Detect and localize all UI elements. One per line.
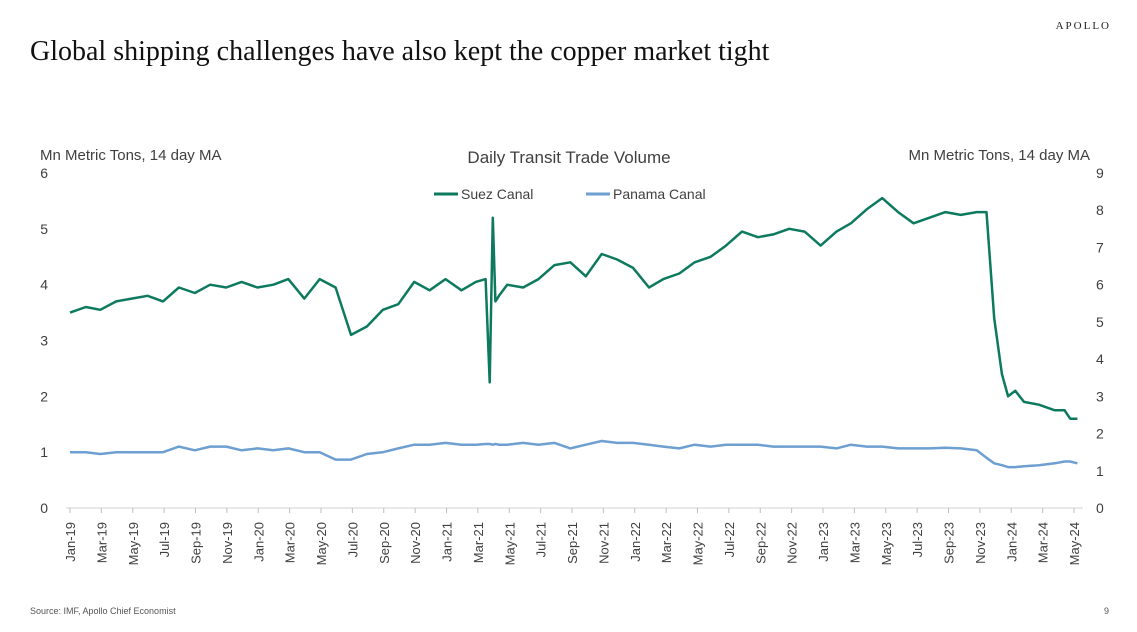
y-tick-left: 3	[40, 333, 48, 349]
series-panama-canal-line	[70, 439, 1078, 469]
legend: Suez Canal Panama Canal	[434, 186, 706, 202]
y-tick-right: 5	[1096, 314, 1104, 330]
y-axis-left-title: Mn Metric Tons, 14 day MA	[40, 147, 221, 164]
x-tick-label: Jul-20	[345, 522, 360, 557]
x-tick-label: Jan-23	[816, 522, 831, 562]
page-title: Global shipping challenges have also kep…	[30, 36, 770, 67]
x-tick-label: Jan-24	[1004, 522, 1019, 562]
x-tick-label: Mar-23	[847, 522, 862, 563]
x-tick-label: May-23	[879, 522, 894, 565]
y-tick-right: 6	[1096, 277, 1104, 293]
x-tick-label: Jul-23	[910, 522, 925, 557]
y-tick-right: 1	[1096, 463, 1104, 479]
x-tick-label: Jul-19	[157, 522, 172, 557]
x-tick-label: Jul-22	[722, 522, 737, 557]
y-tick-left: 5	[40, 221, 48, 237]
y-axis-left-ticks: 0 1 2 3 4 5 6	[40, 165, 48, 516]
y-tick-left: 1	[40, 444, 48, 460]
x-axis-ticks: Jan-19 Mar-19 May-19 Jul-19 Sep-19 Nov-19 Jan-…	[63, 508, 1082, 565]
y-tick-right: 3	[1096, 388, 1104, 404]
x-tick-label: May-20	[314, 522, 329, 565]
x-tick-label: Nov-23	[973, 522, 988, 564]
x-tick-label: Sep-22	[753, 522, 768, 564]
x-tick-label: Sep-19	[189, 522, 204, 564]
legend-label-panama: Panama Canal	[613, 186, 706, 202]
x-tick-label: Nov-19	[220, 522, 235, 564]
x-tick-label: Nov-21	[596, 522, 611, 564]
x-tick-label: Mar-24	[1036, 522, 1051, 563]
y-tick-left: 6	[40, 165, 48, 181]
x-tick-label: Mar-20	[283, 522, 298, 563]
y-axis-right-ticks: 0 1 2 3 4 5 6 7 8 9	[1096, 165, 1104, 516]
x-tick-label: Mar-19	[94, 522, 109, 563]
x-tick-label: Mar-21	[471, 522, 486, 563]
x-tick-label: Jan-20	[251, 522, 266, 562]
x-tick-label: Jan-19	[63, 522, 78, 562]
brand-logo: APOLLO	[1055, 20, 1111, 32]
x-tick-label: Nov-22	[785, 522, 800, 564]
y-axis-right-title: Mn Metric Tons, 14 day MA	[909, 147, 1090, 164]
y-tick-right: 8	[1096, 202, 1104, 218]
y-tick-left: 2	[40, 388, 48, 404]
y-tick-right: 4	[1096, 351, 1104, 367]
x-tick-label: Jul-21	[534, 522, 549, 557]
x-tick-label: Jan-22	[628, 522, 643, 562]
x-tick-label: May-21	[502, 522, 517, 565]
y-tick-right: 0	[1096, 500, 1104, 516]
series-suez-canal-line	[69, 196, 1078, 420]
x-tick-label: Sep-23	[942, 522, 957, 564]
y-tick-right: 2	[1096, 426, 1104, 442]
x-tick-label: May-24	[1067, 522, 1082, 565]
source-note: Source: IMF, Apollo Chief Economist	[30, 606, 176, 616]
y-tick-right: 9	[1096, 165, 1104, 181]
x-tick-label: May-22	[691, 522, 706, 565]
x-tick-label: Nov-20	[408, 522, 423, 564]
x-tick-label: Sep-21	[565, 522, 580, 564]
x-tick-label: May-19	[126, 522, 141, 565]
chart-title: Daily Transit Trade Volume	[467, 148, 670, 167]
y-tick-left: 0	[40, 500, 48, 516]
page-number: 9	[1103, 606, 1109, 616]
legend-label-suez: Suez Canal	[461, 186, 533, 202]
x-tick-label: Sep-20	[377, 522, 392, 564]
x-tick-label: Jan-21	[440, 522, 455, 562]
y-tick-left: 4	[40, 277, 48, 293]
y-tick-right: 7	[1096, 239, 1104, 255]
series-layer	[69, 196, 1078, 469]
x-tick-label: Mar-22	[659, 522, 674, 563]
